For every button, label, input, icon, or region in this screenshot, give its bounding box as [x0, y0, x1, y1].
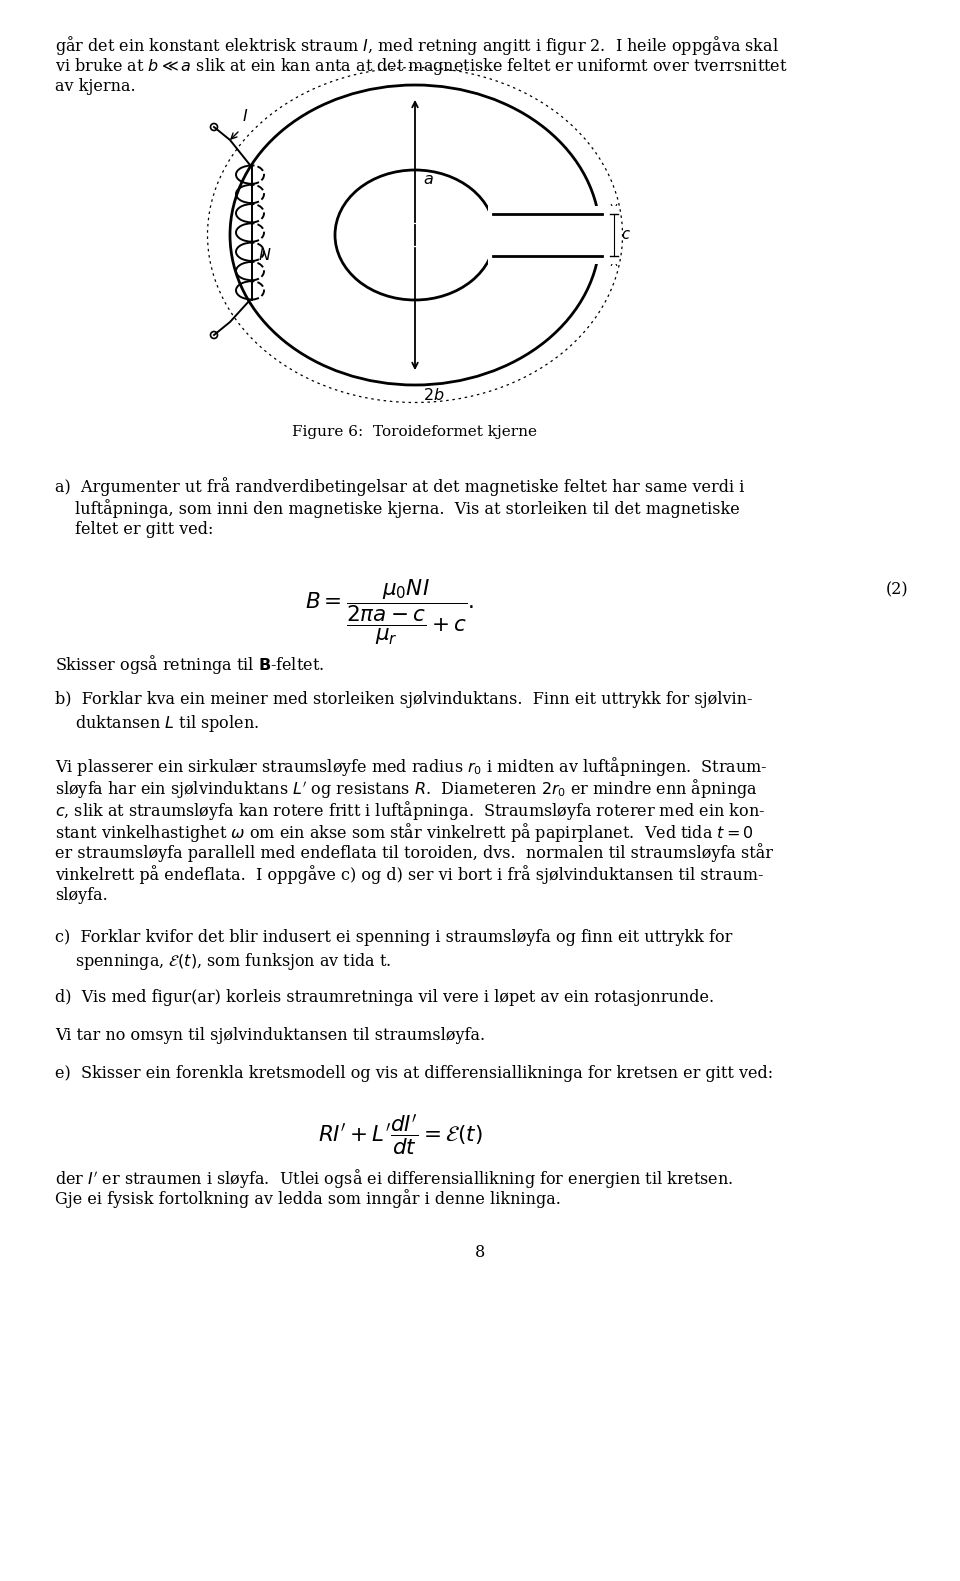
Text: Figure 6:  Toroideformet kjerne: Figure 6: Toroideformet kjerne [293, 425, 538, 440]
Text: Skisser også retninga til $\mathbf{B}$-feltet.: Skisser også retninga til $\mathbf{B}$-f… [55, 653, 324, 677]
Ellipse shape [335, 171, 495, 300]
Text: luftåpninga, som inni den magnetiske kjerna.  Vis at storleiken til det magnetis: luftåpninga, som inni den magnetiske kje… [75, 500, 740, 519]
Text: e)  Skisser ein forenkla kretsmodell og vis at differensiallikninga for kretsen : e) Skisser ein forenkla kretsmodell og v… [55, 1066, 773, 1081]
Text: Vi tar no omsyn til sjølvinduktansen til straumsløyfa.: Vi tar no omsyn til sjølvinduktansen til… [55, 1028, 485, 1043]
Text: Gje ei fysisk fortolkning av ledda som inngår i denne likninga.: Gje ei fysisk fortolkning av ledda som i… [55, 1189, 561, 1208]
Text: går det ein konstant elektrisk straum $I$, med retning angitt i figur 2.  I heil: går det ein konstant elektrisk straum $I… [55, 35, 779, 57]
Text: av kjerna.: av kjerna. [55, 77, 135, 95]
Text: d)  Vis med figur(ar) korleis straumretninga vil vere i løpet av ein rotasjonrun: d) Vis med figur(ar) korleis straumretni… [55, 990, 714, 1006]
Text: sløyfa.: sløyfa. [55, 887, 108, 904]
Text: a)  Argumenter ut frå randverdibetingelsar at det magnetiske feltet har same ver: a) Argumenter ut frå randverdibetingelsa… [55, 477, 744, 496]
Text: $RI' + L'\dfrac{dI'}{dt} = \mathcal{E}(t)$: $RI' + L'\dfrac{dI'}{dt} = \mathcal{E}(t… [318, 1113, 483, 1157]
Text: b)  Forklar kva ein meiner med storleiken sjølvinduktans.  Finn eit uttrykk for : b) Forklar kva ein meiner med storleiken… [55, 691, 753, 708]
Text: $c$, slik at straumsløyfa kan rotere fritt i luftåpninga.  Straumsløyfa roterer : $c$, slik at straumsløyfa kan rotere fri… [55, 798, 765, 822]
Text: duktansen $L$ til spolen.: duktansen $L$ til spolen. [75, 713, 259, 734]
Ellipse shape [230, 85, 600, 386]
Text: c)  Forklar kvifor det blir indusert ei spenning i straumsløyfa og finn eit uttr: c) Forklar kvifor det blir indusert ei s… [55, 930, 732, 945]
Text: $c$: $c$ [621, 228, 631, 242]
Text: stant vinkelhastighet $\omega$ om ein akse som står vinkelrett på papirplanet.  : stant vinkelhastighet $\omega$ om ein ak… [55, 821, 754, 844]
Text: der $I'$ er straumen i sløyfa.  Utlei også ei differensiallikning for energien t: der $I'$ er straumen i sløyfa. Utlei ogs… [55, 1167, 733, 1190]
Text: feltet er gitt ved:: feltet er gitt ved: [75, 522, 213, 538]
Text: spenninga, $\mathcal{E}(t)$, som funksjon av tida t.: spenninga, $\mathcal{E}(t)$, som funksjo… [75, 952, 392, 972]
Text: er straumsløyfa parallell med endeflata til toroiden, dvs.  normalen til straums: er straumsløyfa parallell med endeflata … [55, 843, 773, 862]
Text: $B = \dfrac{\mu_0 N I}{\dfrac{2\pi a - c}{\mu_r} + c}.$: $B = \dfrac{\mu_0 N I}{\dfrac{2\pi a - c… [305, 579, 474, 648]
Text: vinkelrett på endeflata.  I oppgåve c) og d) ser vi bort i frå sjølvinduktansen : vinkelrett på endeflata. I oppgåve c) og… [55, 865, 763, 884]
Text: $I$: $I$ [242, 108, 249, 125]
Text: vi bruke at $b \ll a$ slik at ein kan anta at det magnetiske feltet er uniformt : vi bruke at $b \ll a$ slik at ein kan an… [55, 55, 788, 77]
Text: sløyfa har ein sjølvinduktans $L'$ og resistans $R$.  Diameteren $2 r_0$ er mind: sløyfa har ein sjølvinduktans $L'$ og re… [55, 776, 757, 800]
Text: (2): (2) [885, 580, 908, 598]
Text: $N$: $N$ [258, 247, 272, 264]
Text: Vi plasserer ein sirkulær straumsløyfe med radius $r_0$ i midten av luftåpningen: Vi plasserer ein sirkulær straumsløyfe m… [55, 756, 768, 778]
Text: $a$: $a$ [423, 171, 434, 188]
Text: 8: 8 [475, 1244, 485, 1262]
Bar [488, 206, 617, 264]
Text: $2b$: $2b$ [423, 387, 444, 405]
